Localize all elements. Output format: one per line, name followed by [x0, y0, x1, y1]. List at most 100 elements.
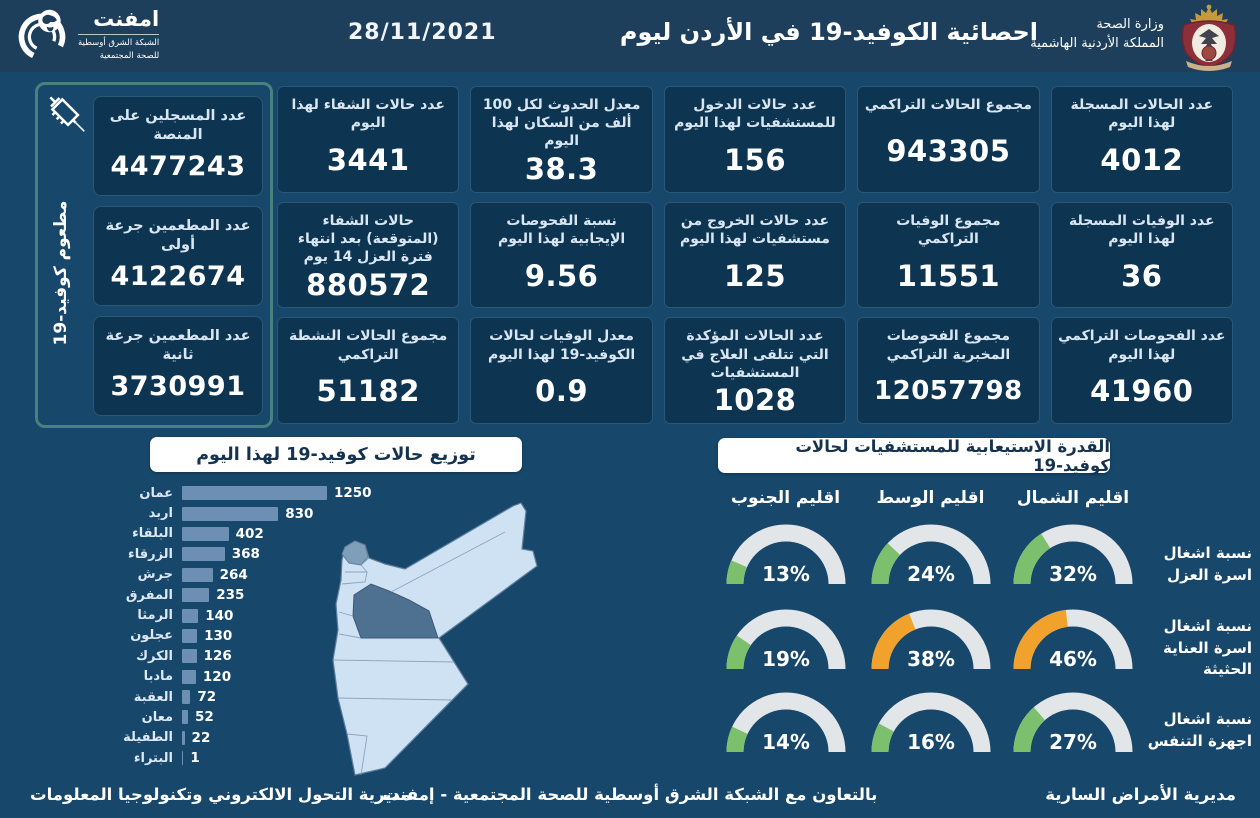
map-region-amman [352, 583, 439, 639]
bar-value: 72 [197, 689, 217, 706]
vax-card-first-dose: عدد المطعمين جرعة أولى 4122674 [93, 206, 263, 306]
gauge-row-label: نسبة اشغال اجهزة التنفس [1147, 710, 1252, 750]
bar-category-label: البتراء [133, 750, 173, 766]
stat-card: عدد الحالات المسجلة لهذا اليوم 4012 [1050, 86, 1233, 193]
vaccination-vertical-label: مطعوم كوفيد-19 [51, 200, 71, 346]
bar-value: 235 [216, 587, 245, 604]
stat-label: عدد الوفيات المسجلة لهذا اليوم [1068, 212, 1215, 247]
bar [182, 608, 199, 623]
map-country-outline [332, 502, 538, 776]
bar-category-label: مادبا [143, 669, 173, 685]
stat-card: عدد حالات الدخول للمستشفيات لهذا اليوم 15… [663, 86, 847, 193]
vax-card-value: 4477243 [110, 151, 246, 183]
vax-card-second-dose: عدد المطعمين جرعة ثانية 3730991 [93, 316, 263, 416]
bar [182, 628, 198, 643]
stat-label: معدل الوفيات لحالات الكوفيد-19 لهذا اليو… [487, 328, 636, 363]
bar-row: الكرك 126 [100, 646, 540, 666]
gauge-cell: 14% [713, 690, 858, 772]
vax-card-label: عدد المطعمين جرعة ثانية [105, 328, 251, 363]
gauge-value: 38% [907, 647, 955, 671]
capacity-title: القدرة الاستيعابية للمستشفيات لحالات كوف… [718, 437, 1110, 475]
bar-row: العقبة 72 [100, 687, 540, 707]
stat-value: 156 [723, 143, 787, 178]
gauge-32pct: 32% [1013, 524, 1133, 586]
region-header-south: اقليم الجنوب [730, 488, 841, 508]
bar-row: المفرق 235 [100, 585, 540, 605]
gauge-cell: 46% [1003, 607, 1143, 690]
gauge-value: 27% [1049, 730, 1097, 754]
stat-value: 880572 [306, 267, 431, 302]
stat-card: عدد الحالات المؤكدة التي تتلقى العلاج في… [663, 317, 847, 424]
gauge-cell: 27% [1003, 690, 1143, 772]
bar-row: الرمثا 140 [100, 605, 540, 625]
vax-card-value: 4122674 [110, 261, 246, 293]
gauge-cell: 13% [713, 522, 858, 607]
bar [182, 710, 189, 725]
capacity-gauges: 13% 24% 32% 19% 38% 46% 14% 16% 27% [713, 522, 1143, 772]
region-header-north: اقليم الشمال [1016, 488, 1130, 508]
stat-value: 12057798 [874, 376, 1023, 407]
stat-card: حالات الشفاء (المتوقعة) بعد انتهاء فترة … [277, 201, 460, 309]
bar [182, 751, 184, 766]
gauge-46pct: 46% [1013, 609, 1133, 671]
ministry-line2: المملكة الأردنية الهاشمية [1030, 35, 1164, 51]
gauge-cell: 24% [858, 522, 1003, 607]
stat-label: عدد حالات الشفاء لهذا اليوم [291, 97, 445, 132]
bar-row: الزرقاء 368 [100, 544, 540, 564]
header-bar: امفنت الشبكة الشرق أوسطية للصحة المجتمعي… [0, 0, 1260, 72]
emphnet-subtitle: الشبكة الشرق أوسطية للصحة المجتمعية [78, 33, 160, 63]
bar-chart-title: توزيع حالات كوفيد-19 لهذا اليوم [150, 437, 522, 472]
bar-value: 52 [195, 709, 214, 726]
bar-row: البتراء 1 [100, 748, 540, 768]
stat-label: عدد حالات الدخول للمستشفيات لهذا اليوم [674, 97, 836, 132]
stat-value: 36 [1121, 258, 1163, 293]
ministry-line1: وزارة الصحة [1096, 17, 1164, 32]
stat-card: مجموع الحالات النشطة التراكمي 51182 [277, 317, 460, 424]
bar-category-label: المفرق [125, 587, 173, 603]
emphnet-logo: امفنت الشبكة الشرق أوسطية للصحة المجتمعي… [14, 6, 160, 64]
stat-card: مجموع الحالات التراكمي 943305 [857, 86, 1040, 193]
bar [182, 506, 279, 521]
stat-label: مجموع الحالات النشطة التراكمي [289, 328, 448, 363]
stat-value: 38.3 [524, 152, 599, 187]
gauge-value: 19% [762, 647, 810, 671]
bar-value: 402 [235, 525, 264, 542]
footer: مديرية الأمراض السارية بالتعاون مع الشبك… [0, 774, 1260, 818]
stats-grid: عدد حالات الشفاء لهذا اليوم 3441 معدل الحد… [277, 86, 1233, 424]
bar [182, 588, 210, 603]
stat-label: عدد الحالات المؤكدة التي تتلقى العلاج في… [681, 328, 829, 381]
stat-label: نسبة الفحوصات الإيجابية لهذا اليوم [497, 212, 626, 247]
bar-value: 264 [219, 566, 248, 583]
stat-value: 125 [723, 258, 787, 293]
jordan-coat-of-arms-icon [1181, 4, 1237, 71]
stat-label: عدد الفحوصات التراكمي لهذا اليوم [1058, 328, 1226, 363]
bar-value: 1 [190, 750, 200, 767]
stat-card: مجموع الفحوصات المخبرية التراكمي 12057798 [857, 317, 1040, 424]
bar-category-label: الرمثا [137, 608, 173, 624]
gauge-16pct: 16% [871, 692, 990, 754]
bar-value: 126 [203, 648, 232, 665]
stat-card: عدد حالات الشفاء لهذا اليوم 3441 [277, 86, 460, 193]
bar-category-label: اربد [148, 506, 173, 522]
stat-label: حالات الشفاء (المتوقعة) بعد انتهاء فترة … [297, 212, 439, 266]
bar [182, 649, 197, 664]
bar-value: 140 [205, 607, 234, 624]
gauge-38pct: 38% [871, 609, 990, 671]
region-header-central: اقليم الوسط [876, 488, 985, 508]
stat-card: معدل الوفيات لحالات الكوفيد-19 لهذا اليو… [470, 317, 653, 424]
stat-card: مجموع الوفيات التراكمي 11551 [857, 201, 1040, 309]
gauge-cell: 32% [1003, 522, 1143, 607]
gauge-value: 46% [1049, 647, 1097, 671]
bar [182, 690, 191, 705]
bar-value: 830 [285, 505, 314, 522]
vaccination-panel: مطعوم كوفيد-19 عدد المسجلين على المنصة 4… [35, 82, 273, 428]
stat-value: 4012 [1100, 143, 1184, 178]
bar-category-label: معان [141, 709, 173, 725]
gauge-value: 32% [1049, 562, 1097, 586]
bar-category-label: البلقاء [132, 526, 173, 542]
emphnet-globe-icon [18, 9, 66, 61]
bar-category-label: العقبة [133, 689, 173, 705]
stat-value: 41960 [1090, 374, 1194, 409]
bar-row: معان 52 [100, 707, 540, 727]
footer-collaboration: بالتعاون مع الشبكة الشرق أوسطية للصحة ال… [382, 785, 878, 804]
